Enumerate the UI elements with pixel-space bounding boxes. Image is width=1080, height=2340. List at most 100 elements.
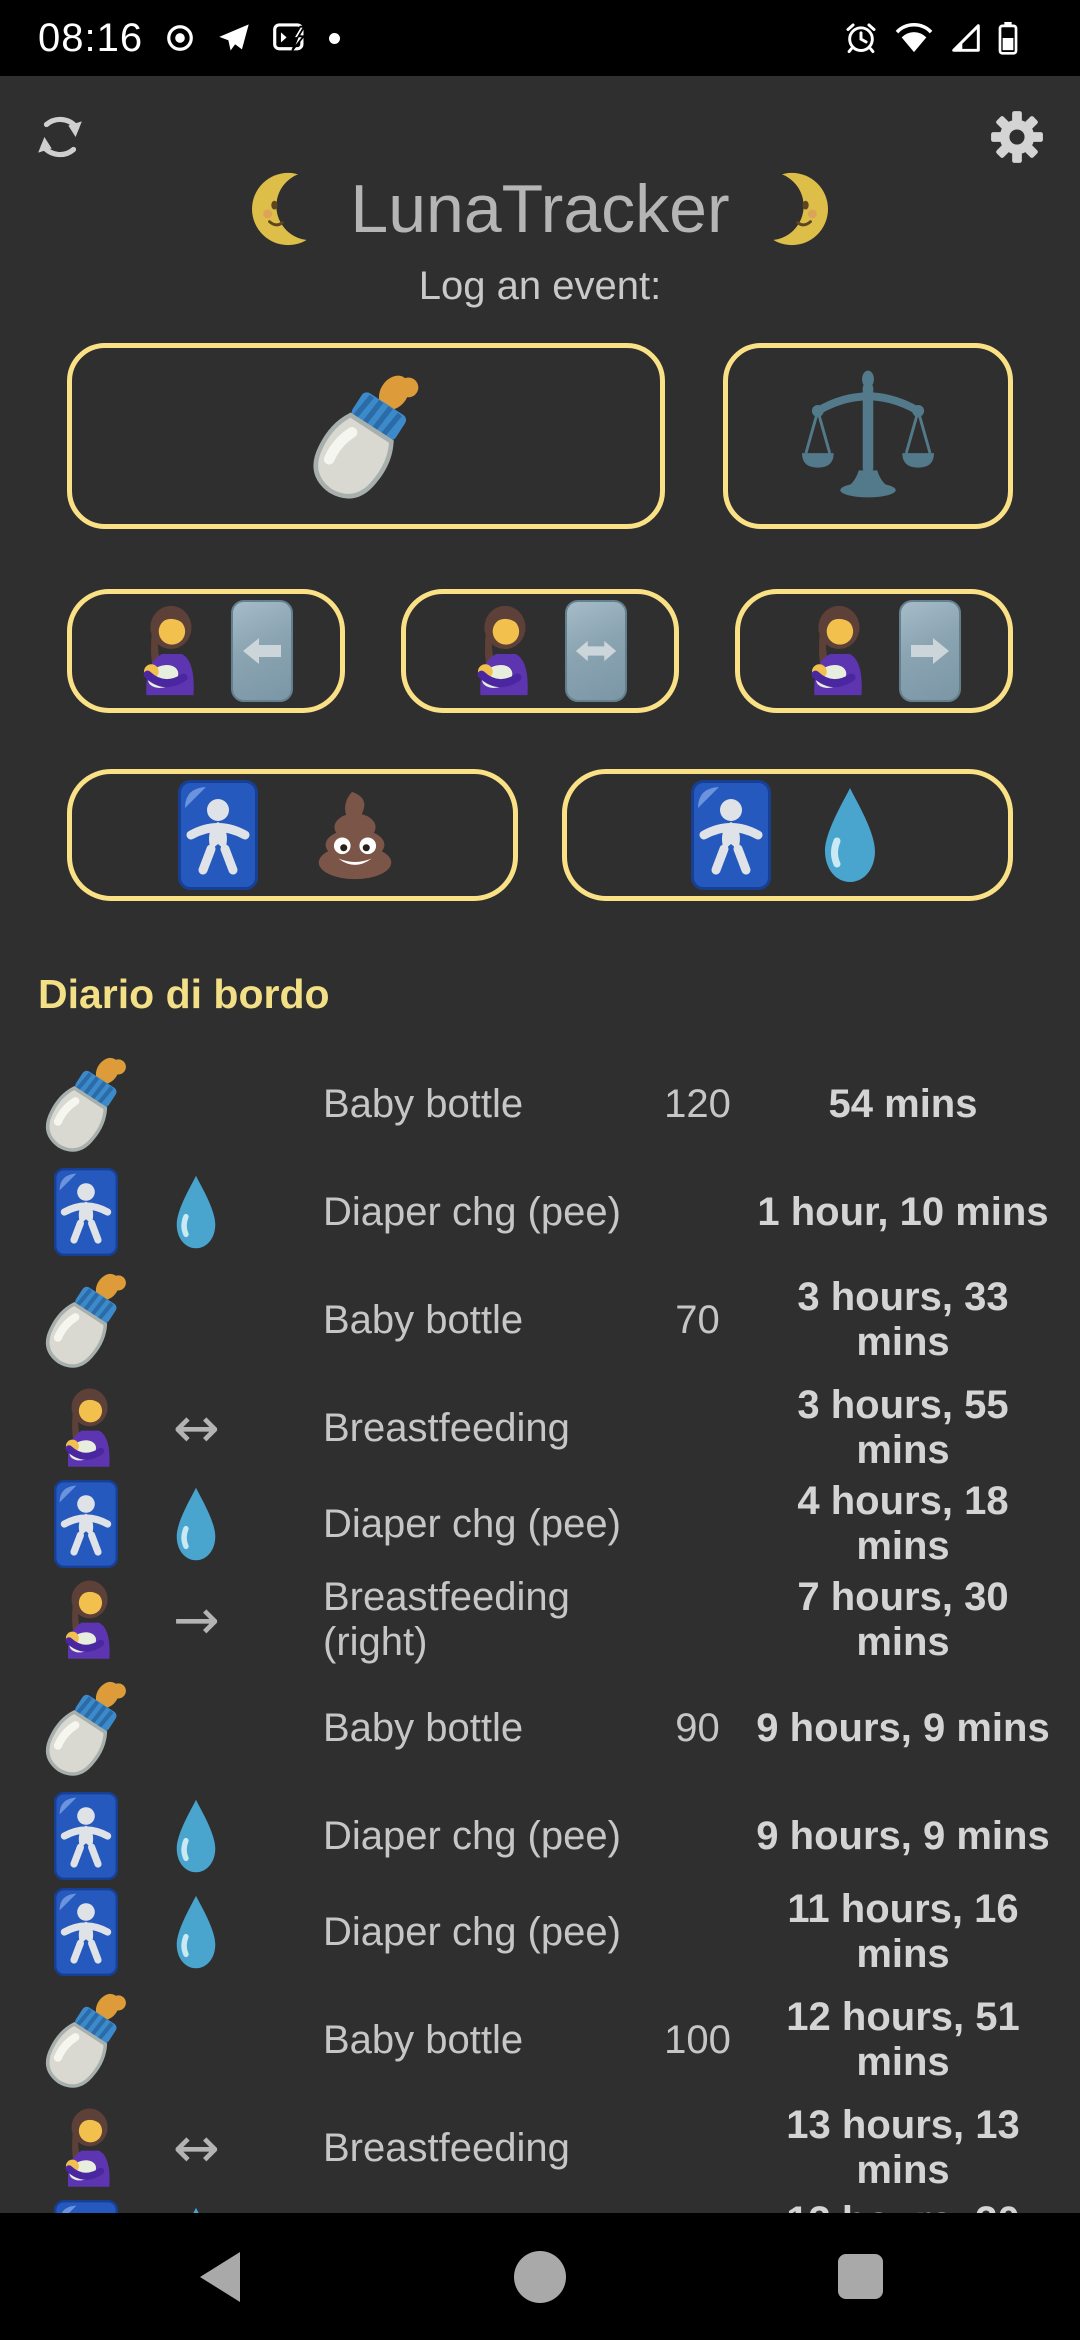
log-entry[interactable]: Diaper chg (pee) 4 hours, 18 mins xyxy=(0,1476,1080,1572)
entry-label: Breastfeeding xyxy=(323,1405,570,1450)
log-list: Baby bottle 120 54 mins Diaper chg (pee)… xyxy=(0,1044,1080,2213)
app-content: LunaTracker Log an event: xyxy=(0,76,1080,2213)
entry-label: Baby bottle xyxy=(323,1705,524,1750)
baby-symbol-icon xyxy=(40,1167,165,1257)
droplet-icon xyxy=(815,783,885,887)
app-title-row: LunaTracker xyxy=(0,166,1080,252)
first-quarter-moon-face-icon xyxy=(252,166,330,252)
log-entry[interactable]: → Breastfeeding (right) 7 hours, 30 mins xyxy=(0,1572,1080,1668)
entry-label: Breastfeeding (right) xyxy=(323,1575,570,1664)
log-entry[interactable]: ↔ Breastfeeding 13 hours, 13 mins xyxy=(0,2100,1080,2196)
entry-time: 13 hours, 30 mins xyxy=(750,2199,1056,2213)
log-entry[interactable]: Baby bottle 120 54 mins xyxy=(0,1044,1080,1164)
entry-time: 3 hours, 55 mins xyxy=(797,1383,1009,1472)
log-entry[interactable]: Diaper chg (pee) 9 hours, 9 mins xyxy=(0,1788,1080,1884)
droplet-icon xyxy=(165,1482,323,1566)
log-breastfeeding-left-button[interactable] xyxy=(67,589,345,713)
log-entry[interactable]: Diaper chg (pee) 11 hours, 16 mins xyxy=(0,1884,1080,1980)
last-quarter-moon-face-icon xyxy=(750,166,828,252)
baby-bottle-icon xyxy=(40,1046,165,1162)
recents-square-icon xyxy=(837,2254,883,2299)
record-icon xyxy=(165,23,195,53)
breastfeeding-icon xyxy=(40,1382,165,1474)
message-bolt-icon xyxy=(273,23,307,53)
log-entry[interactable]: ↔ Breastfeeding 3 hours, 55 mins xyxy=(0,1380,1080,1476)
baby-symbol-icon xyxy=(40,1791,165,1881)
droplet-icon xyxy=(165,2202,323,2213)
event-buttons xyxy=(0,343,1080,901)
android-nav-bar xyxy=(0,2213,1080,2340)
baby-symbol-icon xyxy=(691,779,771,891)
entry-amount: 120 xyxy=(664,1081,731,1126)
arrow-both-icon xyxy=(565,600,627,702)
telegram-icon xyxy=(217,23,251,53)
log-breastfeeding-right-button[interactable] xyxy=(735,589,1013,713)
breastfeeding-icon xyxy=(40,2102,165,2194)
breastfeeding-icon xyxy=(40,1574,165,1666)
nav-recents-button[interactable] xyxy=(700,2254,1020,2299)
droplet-icon xyxy=(165,1890,323,1974)
back-triangle-icon xyxy=(200,2251,240,2302)
arrow-right-icon xyxy=(899,600,961,702)
entry-time: 3 hours, 33 mins xyxy=(797,1275,1009,1364)
status-bar-right xyxy=(844,21,1018,55)
entry-label: Diaper chg (pee) xyxy=(323,1501,621,1546)
breastfeeding-icon xyxy=(787,602,885,700)
entry-time: 4 hours, 18 mins xyxy=(797,1479,1009,1568)
event-button-row-3 xyxy=(67,769,1013,901)
baby-bottle-icon xyxy=(40,1670,165,1786)
signal-icon xyxy=(950,22,982,54)
log-breastfeeding-both-button[interactable] xyxy=(401,589,679,713)
log-bottle-feed-button[interactable] xyxy=(67,343,665,529)
log-entry[interactable]: Baby bottle 100 12 hours, 51 mins xyxy=(0,1980,1080,2100)
status-bar-left: 08:16 xyxy=(38,15,341,61)
notification-dot xyxy=(329,32,341,44)
log-event-subtitle: Log an event: xyxy=(418,264,662,308)
arrow-both-icon: ↔ xyxy=(173,1395,220,1461)
entry-label: Breastfeeding xyxy=(323,2125,570,2170)
log-diaper-pee-button[interactable] xyxy=(562,769,1013,901)
entry-label: Baby bottle xyxy=(323,2017,524,2062)
nav-back-button[interactable] xyxy=(60,2251,380,2302)
entry-time: 11 hours, 16 mins xyxy=(787,1887,1019,1976)
app-title: LunaTracker xyxy=(350,171,730,247)
status-bar: 08:16 xyxy=(0,0,1080,76)
arrow-right-icon: → xyxy=(173,1587,220,1653)
arrow-left-icon xyxy=(231,600,293,702)
logbook-title: Diario di bordo xyxy=(38,971,330,1017)
entry-time: 13 hours, 13 mins xyxy=(786,2103,1020,2192)
baby-symbol-icon xyxy=(178,779,258,891)
entry-amount: 90 xyxy=(675,1705,720,1750)
entry-time: 7 hours, 30 mins xyxy=(797,1575,1009,1664)
entry-time: 12 hours, 51 mins xyxy=(786,1995,1020,2084)
entry-time: 1 hour, 10 mins xyxy=(757,1189,1049,1234)
nav-home-button[interactable] xyxy=(380,2250,700,2303)
baby-bottle-icon xyxy=(40,1982,165,2098)
droplet-icon xyxy=(165,1170,323,1254)
log-entry[interactable]: Diaper chg (pee) 1 hour, 10 mins xyxy=(0,1164,1080,1260)
settings-gear-icon[interactable] xyxy=(990,110,1044,164)
baby-symbol-icon xyxy=(40,1479,165,1569)
wifi-icon xyxy=(894,22,934,54)
log-entry[interactable]: Diaper chg (pee) 13 hours, 30 mins xyxy=(0,2196,1080,2213)
breastfeeding-icon xyxy=(453,602,551,700)
entry-amount: 70 xyxy=(675,1297,720,1342)
log-entry[interactable]: Baby bottle 70 3 hours, 33 mins xyxy=(0,1260,1080,1380)
entry-time: 54 mins xyxy=(828,1081,978,1126)
balance-scale-icon xyxy=(802,370,934,502)
log-entry[interactable]: Baby bottle 90 9 hours, 9 mins xyxy=(0,1668,1080,1788)
entry-label: Baby bottle xyxy=(323,1081,524,1126)
poop-icon xyxy=(302,786,408,884)
baby-symbol-icon xyxy=(40,2199,165,2213)
event-button-row-1 xyxy=(67,343,1013,529)
baby-bottle-icon xyxy=(40,1262,165,1378)
baby-symbol-icon xyxy=(40,1887,165,1977)
entry-label: Baby bottle xyxy=(323,1297,524,1342)
top-action-bar xyxy=(0,76,1080,164)
entry-label: Diaper chg (pee) xyxy=(323,1813,621,1858)
log-diaper-poo-button[interactable] xyxy=(67,769,518,901)
sync-refresh-icon[interactable] xyxy=(34,111,86,163)
clock-time: 08:16 xyxy=(38,15,144,60)
droplet-icon xyxy=(165,1794,323,1878)
log-weight-button[interactable] xyxy=(723,343,1013,529)
